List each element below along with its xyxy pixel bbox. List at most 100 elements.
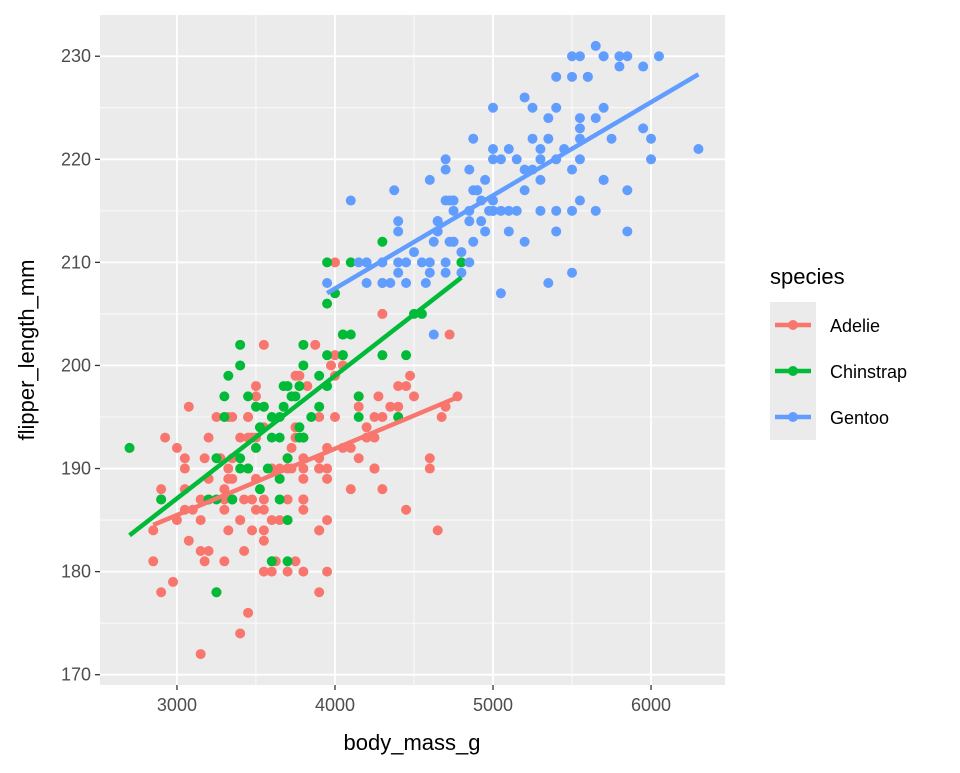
y-tick-label: 190	[61, 459, 91, 479]
x-tick-label: 5000	[473, 695, 513, 715]
data-point-gentoo	[567, 205, 578, 216]
data-point-gentoo	[590, 113, 601, 124]
data-point-chinstrap	[345, 257, 356, 268]
data-point-gentoo	[495, 154, 506, 165]
data-point-chinstrap	[278, 381, 289, 392]
data-point-chinstrap	[235, 453, 246, 464]
data-point-adelie	[322, 566, 333, 577]
data-point-gentoo	[464, 164, 475, 175]
data-point-chinstrap	[262, 463, 273, 474]
data-point-gentoo	[638, 61, 649, 72]
data-point-gentoo	[574, 154, 585, 165]
data-point-adelie	[258, 504, 269, 515]
data-point-adelie	[156, 587, 167, 598]
data-point-gentoo	[535, 205, 546, 216]
data-point-gentoo	[638, 123, 649, 134]
data-point-chinstrap	[235, 463, 246, 474]
data-point-chinstrap	[345, 329, 356, 340]
data-point-gentoo	[582, 71, 593, 82]
legend-title: species	[770, 264, 845, 289]
data-point-adelie	[322, 463, 333, 474]
x-tick-label: 6000	[631, 695, 671, 715]
data-point-adelie	[247, 494, 258, 505]
data-point-adelie	[314, 587, 325, 598]
fit-lines	[128, 72, 700, 538]
data-point-chinstrap	[306, 412, 317, 422]
data-point-adelie	[353, 401, 364, 412]
data-point-chinstrap	[282, 453, 293, 464]
data-point-gentoo	[464, 216, 475, 227]
data-point-gentoo	[448, 205, 459, 216]
data-point-gentoo	[495, 288, 506, 299]
data-point-gentoo	[567, 267, 578, 278]
data-point-adelie	[160, 432, 171, 443]
data-point-chinstrap	[223, 370, 234, 381]
data-point-chinstrap	[243, 463, 254, 474]
data-point-gentoo	[444, 195, 455, 206]
data-point-chinstrap	[314, 370, 325, 381]
data-point-chinstrap	[294, 432, 305, 443]
data-point-gentoo	[424, 257, 435, 268]
data-point-chinstrap	[298, 339, 309, 350]
data-point-chinstrap	[235, 360, 246, 371]
data-point-adelie	[298, 504, 309, 515]
data-point-gentoo	[361, 257, 372, 268]
data-point-adelie	[250, 381, 261, 392]
data-point-adelie	[436, 412, 447, 422]
data-point-gentoo	[456, 267, 467, 278]
points	[124, 40, 704, 660]
data-point-adelie	[247, 525, 258, 536]
data-point-gentoo	[420, 278, 431, 288]
data-point-chinstrap	[298, 360, 309, 371]
data-point-gentoo	[622, 226, 633, 237]
data-point-gentoo	[503, 144, 514, 154]
data-point-adelie	[258, 494, 269, 505]
data-point-gentoo	[401, 257, 412, 268]
data-point-adelie	[322, 515, 333, 526]
y-tick-label: 230	[61, 46, 91, 66]
data-point-adelie	[369, 463, 380, 474]
data-point-adelie	[393, 401, 404, 412]
data-point-chinstrap	[266, 412, 277, 422]
data-point-gentoo	[519, 236, 530, 247]
data-point-chinstrap	[250, 442, 261, 453]
data-point-adelie	[203, 546, 214, 556]
data-point-gentoo	[389, 185, 400, 196]
data-point-chinstrap	[235, 339, 246, 350]
data-point-adelie	[243, 607, 254, 618]
data-point-gentoo	[527, 133, 538, 144]
data-point-gentoo	[511, 154, 522, 165]
data-point-adelie	[227, 412, 238, 422]
data-point-adelie	[373, 391, 384, 402]
data-point-gentoo	[646, 154, 657, 165]
data-point-chinstrap	[227, 494, 238, 505]
data-point-gentoo	[468, 133, 479, 144]
axes: 3000 4000 5000 6000 170 180 190 200 210 220 230	[61, 46, 671, 715]
x-axis-label: body_mass_g	[344, 730, 481, 755]
data-point-gentoo	[590, 40, 601, 51]
data-point-chinstrap	[274, 473, 285, 484]
data-point-adelie	[329, 350, 340, 361]
data-point-adelie	[286, 442, 297, 453]
data-point-chinstrap	[353, 412, 364, 422]
data-point-chinstrap	[294, 381, 305, 392]
data-point-gentoo	[393, 216, 404, 227]
data-point-chinstrap	[337, 350, 348, 361]
legend-key-point	[788, 412, 798, 422]
data-point-gentoo	[543, 133, 554, 144]
data-point-adelie	[211, 412, 222, 422]
fit-line-chinstrap	[128, 275, 463, 538]
data-point-gentoo	[614, 61, 625, 72]
data-point-adelie	[219, 504, 230, 515]
data-point-adelie	[183, 535, 194, 546]
data-point-gentoo	[393, 226, 404, 237]
data-point-chinstrap	[266, 556, 277, 567]
data-point-adelie	[282, 494, 293, 505]
data-point-adelie	[195, 649, 206, 660]
data-point-adelie	[314, 525, 325, 536]
data-point-chinstrap	[401, 350, 412, 361]
data-point-gentoo	[440, 164, 451, 175]
data-point-chinstrap	[243, 391, 254, 402]
data-point-gentoo	[488, 144, 499, 154]
y-tick-label: 200	[61, 355, 91, 375]
